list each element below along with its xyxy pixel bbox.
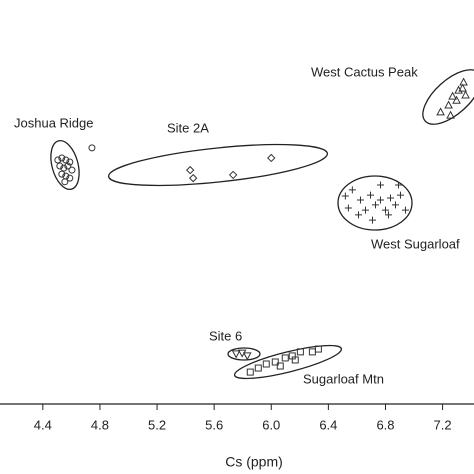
point <box>58 170 66 178</box>
point <box>254 364 262 372</box>
point <box>436 107 445 116</box>
group-label: West Sugarloaf <box>371 236 460 251</box>
group-label: West Cactus Peak <box>311 64 418 79</box>
x-tick-label: 4.4 <box>34 417 52 432</box>
point <box>401 206 409 214</box>
point <box>361 206 369 214</box>
point <box>231 350 241 359</box>
point <box>458 83 467 92</box>
x-tick-label: 5.2 <box>148 417 166 432</box>
point <box>344 204 352 212</box>
point <box>341 192 349 200</box>
point <box>348 186 356 194</box>
point <box>188 173 198 183</box>
point <box>454 85 463 94</box>
point <box>276 362 284 370</box>
x-tick-label: 7.2 <box>434 417 452 432</box>
point <box>366 191 374 199</box>
ellipse <box>107 143 329 187</box>
point <box>228 170 238 180</box>
point <box>68 166 76 174</box>
point <box>54 156 62 164</box>
x-axis-label: Cs (ppm) <box>225 454 283 470</box>
point <box>459 77 468 86</box>
point <box>61 178 69 186</box>
x-tick-label: 4.8 <box>91 417 109 432</box>
point <box>246 368 254 376</box>
point <box>262 360 270 368</box>
point <box>391 201 399 209</box>
x-tick-label: 6.4 <box>319 417 337 432</box>
point <box>376 181 384 189</box>
point <box>368 216 376 224</box>
point <box>376 196 384 204</box>
x-tick-label: 5.6 <box>205 417 223 432</box>
point <box>185 165 195 175</box>
point <box>308 348 316 356</box>
point <box>60 164 68 172</box>
point <box>452 95 461 104</box>
point <box>384 211 392 219</box>
point <box>66 158 74 166</box>
point <box>56 162 64 170</box>
group-ellipses <box>50 69 474 380</box>
group-label: Sugarloaf Mtn <box>303 371 384 386</box>
ellipse <box>233 344 343 380</box>
point <box>386 194 394 202</box>
point <box>271 358 279 366</box>
point <box>267 153 276 163</box>
ellipse <box>422 69 474 125</box>
point <box>448 91 457 100</box>
point <box>242 352 252 361</box>
x-tick-label: 6.0 <box>262 417 280 432</box>
ellipse <box>227 347 261 361</box>
point <box>356 196 364 204</box>
point <box>58 154 66 162</box>
point <box>291 356 299 364</box>
point <box>62 156 70 164</box>
point <box>394 181 402 189</box>
group-label: Site 6 <box>209 328 242 343</box>
point <box>281 354 289 362</box>
group-label: Joshua Ridge <box>14 115 94 130</box>
point <box>461 90 470 99</box>
point <box>444 100 453 109</box>
point <box>381 206 389 214</box>
point <box>446 110 455 119</box>
point <box>371 201 379 209</box>
ellipse <box>50 139 80 191</box>
point <box>396 191 404 199</box>
point <box>354 211 362 219</box>
point <box>88 144 96 152</box>
point <box>314 345 322 353</box>
point <box>66 174 74 182</box>
ellipse <box>337 175 413 231</box>
group-label: Site 2A <box>167 120 209 135</box>
point <box>64 162 72 170</box>
point <box>296 348 304 356</box>
x-tick-label: 6.8 <box>376 417 394 432</box>
